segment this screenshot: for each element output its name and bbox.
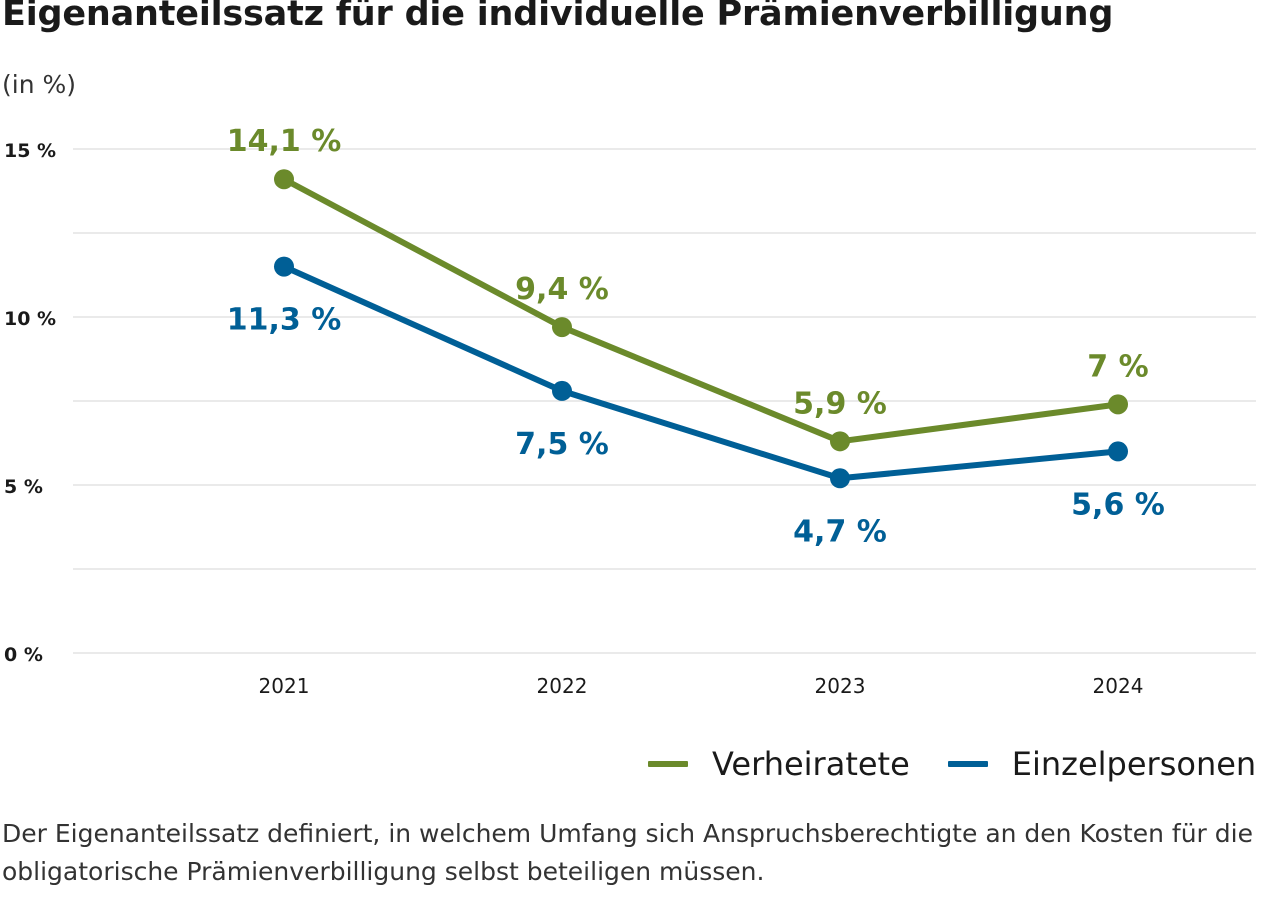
data-label: 11,3 % xyxy=(227,303,342,338)
series-group: 14,1 % 9,4 % 5,9 % 7 % 11,3 % 7,5 % 4,7 % 5,6 % xyxy=(227,124,1165,549)
legend-swatch-einzelpersonen xyxy=(947,761,988,767)
series-line xyxy=(281,263,1121,482)
x-tick-label: 2023 xyxy=(815,674,866,698)
y-tick-label: 0 % xyxy=(4,644,43,666)
series-einzelpersonen: 11,3 % 7,5 % 4,7 % 5,6 % xyxy=(227,256,1165,549)
legend-item-verheiratete: Verheiratete xyxy=(648,745,910,783)
data-point xyxy=(830,431,850,452)
legend: Verheiratete Einzelpersonen xyxy=(648,745,1256,783)
legend-swatch-verheiratete xyxy=(648,761,688,767)
chart-title: Eigenanteilssatz für die individuelle Pr… xyxy=(2,0,1114,34)
gridlines xyxy=(73,148,1256,654)
y-tick-label: 5 % xyxy=(4,476,43,498)
x-tick-label: 2024 xyxy=(1093,674,1144,698)
chart-subtitle: (in %) xyxy=(2,70,76,99)
data-label: 9,4 % xyxy=(515,272,609,307)
data-label: 5,6 % xyxy=(1071,487,1165,522)
data-point xyxy=(1108,441,1128,462)
legend-item-einzelpersonen: Einzelpersonen xyxy=(947,745,1257,783)
data-point xyxy=(552,317,572,338)
series-line xyxy=(281,176,1121,445)
y-tick-label: 15 % xyxy=(4,140,56,162)
x-tick-label: 2021 xyxy=(259,674,310,698)
x-axis-ticks: 2021 2022 2023 2024 xyxy=(259,674,1144,698)
data-label: 7 % xyxy=(1087,349,1148,384)
data-point xyxy=(1108,394,1128,415)
y-tick-label: 10 % xyxy=(4,308,56,330)
data-label: 14,1 % xyxy=(227,124,342,159)
data-label: 5,9 % xyxy=(793,386,887,421)
data-point xyxy=(552,380,572,401)
data-point xyxy=(830,468,850,489)
data-label: 7,5 % xyxy=(515,427,609,462)
data-point xyxy=(274,169,294,190)
data-label: 4,7 % xyxy=(793,514,887,549)
line-chart: 0 % 5 % 10 % 15 % 2021 2022 2023 2024 14,1 % 9,… xyxy=(4,124,1256,698)
chart-footnote: Der Eigenanteilssatz definiert, in welch… xyxy=(2,819,1253,886)
x-tick-label: 2022 xyxy=(537,674,588,698)
legend-label-einzelpersonen: Einzelpersonen xyxy=(1011,745,1257,783)
y-axis-ticks: 0 % 5 % 10 % 15 % xyxy=(4,140,56,666)
data-point xyxy=(274,256,294,277)
series-verheiratete: 14,1 % 9,4 % 5,9 % 7 % xyxy=(227,124,1149,452)
legend-label-verheiratete: Verheiratete xyxy=(712,745,910,783)
